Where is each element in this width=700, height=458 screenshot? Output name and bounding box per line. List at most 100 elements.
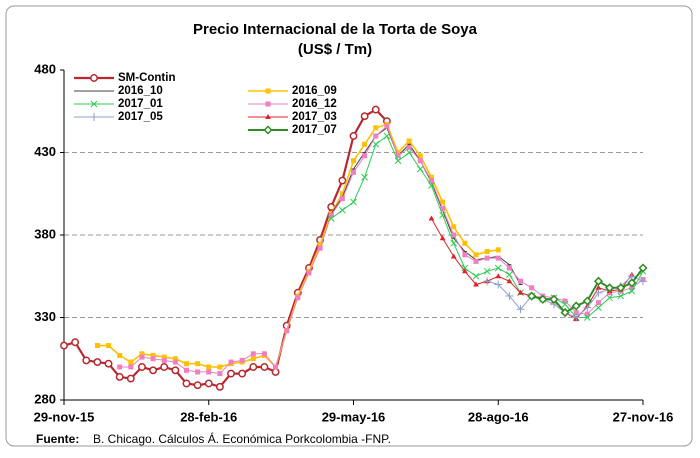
marker: [472, 272, 480, 280]
marker: [440, 206, 446, 212]
marker: [115, 372, 124, 381]
x-tick-label: 28-feb-16: [180, 409, 237, 424]
x-tick-label: 27-nov-16: [613, 409, 674, 424]
marker: [250, 356, 256, 362]
marker: [117, 364, 123, 370]
marker: [217, 371, 223, 377]
marker: [593, 276, 604, 286]
marker: [137, 363, 146, 371]
marker: [149, 366, 158, 375]
marker: [172, 359, 178, 365]
legend-marker: [263, 125, 273, 135]
marker: [571, 301, 581, 311]
marker: [373, 133, 379, 139]
y-tick-label: 330: [34, 309, 56, 324]
marker: [260, 363, 269, 371]
marker: [616, 283, 626, 293]
marker: [483, 267, 491, 275]
marker: [250, 351, 256, 357]
marker: [606, 294, 613, 302]
marker: [594, 288, 603, 297]
marker: [362, 153, 368, 159]
marker: [139, 354, 145, 360]
marker: [371, 105, 380, 114]
y-tick-label: 430: [34, 144, 56, 159]
marker: [595, 304, 602, 311]
marker: [518, 278, 524, 284]
marker: [605, 283, 615, 293]
marker: [351, 158, 356, 164]
marker: [161, 357, 167, 363]
chart-title: Precio Internacional de la Torta de Soya: [193, 21, 478, 38]
marker: [71, 338, 80, 347]
marker: [483, 277, 492, 286]
marker: [439, 235, 446, 241]
source-text: B. Chicago. Cálculos Á. Económica Porkco…: [93, 431, 391, 446]
marker: [416, 165, 424, 173]
marker: [473, 252, 479, 258]
marker: [582, 296, 592, 306]
marker: [349, 132, 358, 140]
marker: [362, 141, 368, 147]
marker: [529, 285, 535, 291]
marker: [350, 198, 357, 206]
marker: [228, 359, 234, 365]
marker: [239, 357, 245, 363]
marker: [182, 379, 191, 388]
legend-label: 2017_07: [292, 124, 337, 136]
marker: [394, 157, 402, 165]
marker: [638, 263, 648, 273]
legend-label: 2017_03: [292, 111, 337, 123]
marker: [462, 252, 468, 258]
marker: [538, 294, 548, 304]
marker: [306, 270, 312, 276]
marker: [372, 140, 380, 148]
marker: [273, 364, 279, 370]
marker: [406, 145, 412, 151]
marker: [428, 215, 435, 221]
legend-marker: [90, 113, 98, 121]
marker: [506, 265, 512, 271]
source-label: Fuente:: [36, 432, 79, 446]
marker: [450, 239, 458, 247]
y-tick-label: 380: [34, 226, 56, 241]
marker: [117, 352, 123, 358]
marker: [206, 364, 212, 370]
legend-label: SM-Contin: [118, 72, 175, 84]
marker: [561, 300, 569, 308]
marker: [94, 343, 100, 349]
x-tick-label: 28-ago-16: [468, 409, 529, 424]
marker: [60, 341, 68, 350]
legend-marker: [265, 101, 271, 107]
marker: [451, 224, 457, 230]
series: [527, 263, 648, 318]
marker: [495, 247, 501, 253]
marker: [126, 374, 135, 383]
marker: [160, 363, 169, 371]
marker: [93, 358, 102, 366]
marker: [327, 215, 335, 222]
marker: [439, 211, 446, 219]
marker: [284, 328, 290, 334]
marker: [171, 366, 180, 375]
marker: [484, 255, 490, 261]
legend-marker: [90, 74, 98, 82]
marker: [639, 277, 647, 286]
marker: [484, 249, 490, 254]
marker: [583, 314, 591, 321]
marker: [461, 268, 468, 274]
legend-marker: [265, 113, 271, 119]
marker: [549, 294, 559, 304]
marker: [249, 363, 258, 371]
legend-label: 2016_12: [292, 98, 337, 110]
marker: [428, 178, 434, 184]
x-tick-label: 29-nov-15: [34, 409, 95, 424]
marker: [271, 368, 280, 376]
frame: [5, 5, 693, 447]
marker: [384, 123, 390, 129]
marker: [238, 369, 247, 378]
marker: [506, 278, 513, 284]
marker: [451, 232, 457, 238]
marker: [193, 381, 202, 390]
